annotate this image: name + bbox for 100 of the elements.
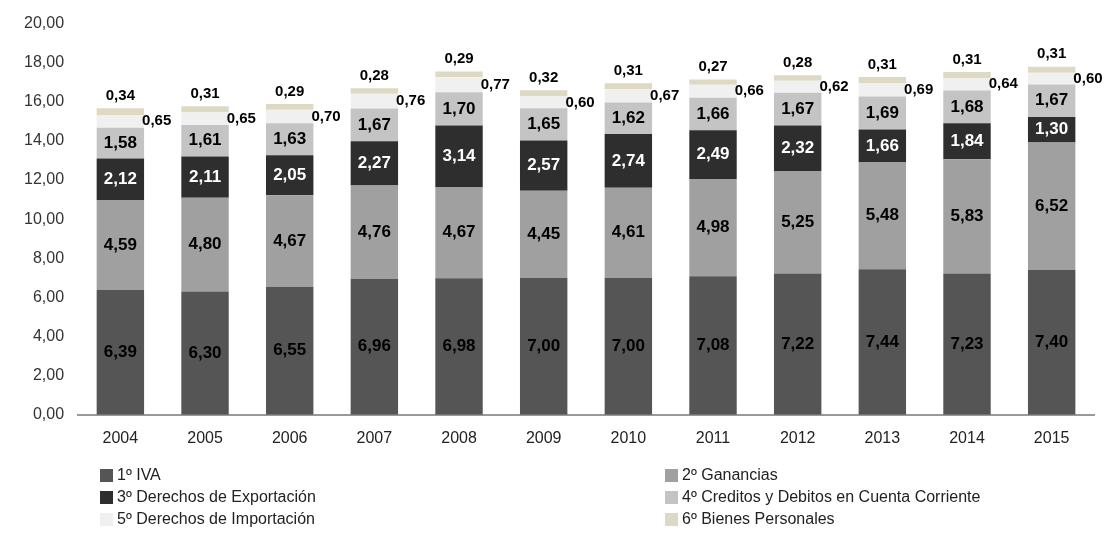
data-label: 1,30 (1035, 119, 1069, 139)
bar (773, 80, 822, 93)
bar (689, 79, 737, 85)
bar (943, 77, 991, 91)
x-tick-label: 2009 (525, 428, 562, 446)
data-label: 1,70 (442, 98, 476, 118)
data-label: 1,67 (1035, 90, 1069, 110)
bar (773, 273, 822, 415)
data-label: 2,32 (781, 137, 815, 157)
data-label: 0,77 (480, 74, 510, 92)
data-label: 2,49 (696, 144, 730, 164)
bar (265, 195, 314, 287)
y-tick-label: 8,00 (32, 248, 65, 266)
data-label: 0,69 (904, 79, 934, 97)
legend-label: 4º Creditos y Debitos en Cuenta Corriente (682, 488, 981, 506)
bar (96, 108, 145, 115)
data-label: 7,00 (527, 336, 561, 356)
data-label: 2,27 (357, 153, 391, 173)
y-tick-label: 6,00 (32, 287, 65, 305)
bar (943, 273, 991, 415)
data-label: 2,11 (188, 166, 222, 186)
y-tick-label: 10,00 (23, 209, 65, 227)
data-label: 0,62 (819, 76, 849, 94)
bar (858, 77, 907, 84)
data-label: 7,40 (1035, 332, 1069, 352)
x-tick-label: 2014 (949, 428, 985, 446)
data-label: 5,83 (950, 206, 984, 226)
data-label: 2,74 (611, 150, 646, 170)
data-label: 6,52 (1035, 195, 1069, 215)
data-label: 1,67 (357, 114, 391, 134)
data-label: 0,28 (783, 52, 813, 70)
bar (858, 269, 907, 415)
data-label: 0,28 (359, 65, 389, 83)
data-label: 4,45 (527, 224, 561, 244)
bar (181, 156, 229, 198)
bar (689, 84, 737, 98)
data-label: 5,25 (781, 211, 815, 231)
bar (1027, 270, 1076, 415)
data-label: 0,31 (867, 54, 897, 72)
y-tick-label: 0,00 (32, 405, 65, 423)
data-label: 1,67 (781, 98, 815, 118)
data-label: 4,80 (188, 234, 222, 254)
data-label: 0,32 (529, 67, 559, 85)
bar (519, 277, 568, 415)
data-label: 0,60 (565, 92, 595, 110)
data-label: 1,66 (865, 135, 899, 155)
data-label: 1,69 (865, 102, 899, 122)
data-label: 4,67 (442, 222, 476, 242)
data-label: 4,59 (103, 234, 137, 254)
data-label: 1,65 (527, 114, 561, 134)
data-label: 7,08 (696, 335, 730, 355)
bar (689, 130, 737, 179)
data-label: 6,96 (357, 336, 391, 356)
bar (265, 286, 314, 415)
data-label: 2,05 (273, 164, 307, 184)
data-label: 2,57 (527, 155, 561, 175)
bar (519, 190, 568, 278)
y-tick-label: 2,00 (32, 366, 65, 384)
bar (1027, 142, 1076, 271)
legend-label: 3º Derechos de Exportación (117, 488, 316, 506)
legend-label: 1º IVA (117, 466, 161, 484)
bar (604, 134, 653, 188)
data-label: 0,31 (613, 60, 643, 78)
y-tick-label: 18,00 (23, 53, 65, 71)
data-label: 4,98 (696, 217, 730, 237)
data-label: 1,84 (950, 131, 985, 151)
data-label: 1,61 (188, 130, 222, 150)
y-tick-label: 16,00 (23, 92, 65, 110)
bar (435, 278, 483, 415)
bar (943, 71, 991, 78)
bar (604, 277, 653, 415)
data-label: 0,76 (396, 91, 426, 109)
data-label: 6,55 (273, 340, 307, 360)
bar (519, 96, 568, 109)
bar (689, 276, 737, 415)
bar (350, 278, 399, 415)
data-label: 0,31 (190, 83, 220, 101)
data-label: 0,29 (275, 81, 305, 99)
bar (604, 83, 653, 90)
data-label: 0,70 (311, 106, 341, 124)
data-label: 1,58 (103, 132, 137, 152)
data-label: 0,31 (952, 49, 982, 67)
data-label: 0,31 (1037, 44, 1067, 62)
data-label: 0,67 (650, 86, 680, 104)
data-label: 1,66 (696, 103, 730, 123)
bar (96, 200, 145, 290)
data-label: 6,30 (188, 342, 222, 362)
bar (689, 178, 737, 277)
bar (181, 291, 229, 415)
data-label: 0,66 (734, 81, 764, 99)
data-label: 0,27 (698, 57, 728, 75)
bar (265, 103, 314, 110)
data-label: 6,98 (442, 336, 476, 356)
bar (181, 197, 229, 292)
data-label: 7,44 (865, 331, 900, 351)
bar (181, 112, 229, 125)
y-tick-label: 14,00 (23, 131, 65, 149)
bar (435, 186, 483, 279)
legend-label: 5º Derechos de Importación (117, 510, 315, 528)
y-tick-label: 12,00 (23, 170, 65, 188)
